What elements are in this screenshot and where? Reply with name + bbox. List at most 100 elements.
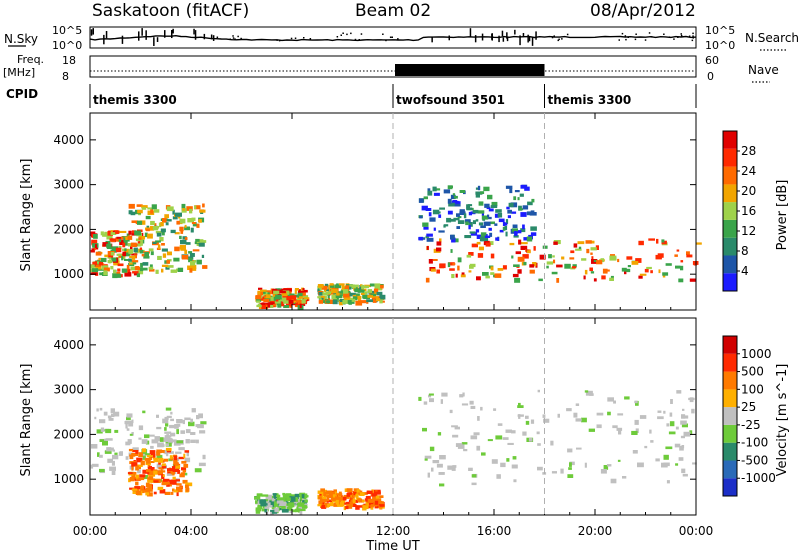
- echo-cell: [495, 209, 502, 213]
- echo-cell: [158, 444, 165, 447]
- echo-cell: [439, 207, 445, 210]
- nsearch-point: [673, 38, 675, 40]
- echo-cell: [261, 304, 267, 309]
- echo-cell: [376, 291, 383, 296]
- echo-cell: [110, 266, 114, 270]
- echo-cell: [511, 211, 517, 214]
- echo-cell: [96, 264, 102, 267]
- echo-cell: [682, 415, 689, 419]
- echo-cell: [301, 504, 307, 509]
- echo-cell: [517, 230, 522, 234]
- echo-cell: [167, 468, 174, 472]
- echo-cell: [176, 440, 183, 444]
- echo-cell: [184, 457, 191, 463]
- echo-cell: [376, 495, 384, 498]
- echo-cell: [482, 236, 489, 241]
- echo-cell: [90, 464, 94, 469]
- echo-cell: [468, 467, 473, 471]
- echo-cell: [109, 238, 116, 241]
- echo-cell: [510, 202, 518, 208]
- echo-cell: [256, 493, 263, 497]
- echo-cell: [182, 236, 187, 240]
- velocity-cbar-label: Velocity [m s^-1]: [775, 364, 790, 477]
- echo-cell: [591, 256, 594, 261]
- echo-cell: [172, 216, 178, 220]
- echo-cell: [330, 502, 334, 506]
- echo-cell: [264, 305, 272, 308]
- echo-cell: [190, 227, 194, 233]
- y-tick-label: 3000: [53, 178, 84, 192]
- echo-cell: [180, 239, 187, 245]
- echo-cell: [170, 229, 176, 234]
- nsearch-point: [391, 36, 393, 38]
- nsearch-point: [342, 32, 344, 34]
- echo-cell: [542, 414, 546, 418]
- echo-cell: [178, 456, 185, 460]
- nsearch-point: [635, 33, 637, 35]
- echo-cell: [133, 272, 138, 276]
- echo-cell: [337, 291, 343, 297]
- echo-cell: [161, 248, 168, 252]
- echo-cell: [661, 462, 668, 468]
- echo-cell: [680, 265, 684, 271]
- echo-cell: [530, 232, 537, 236]
- echo-cell: [426, 233, 433, 237]
- echo-cell: [125, 420, 132, 424]
- echo-cell: [135, 490, 142, 495]
- echo-cell: [290, 498, 296, 502]
- echo-cell: [176, 492, 179, 497]
- nsearch-point: [680, 34, 683, 37]
- echo-cell: [260, 502, 267, 507]
- nsearch-dots: [90, 28, 694, 47]
- echo-cell: [497, 423, 503, 426]
- echo-cell: [356, 295, 362, 300]
- echo-cell: [457, 220, 465, 224]
- echo-cell: [472, 209, 479, 214]
- echo-cell: [566, 408, 572, 412]
- echo-cell: [144, 232, 148, 238]
- echo-cell: [324, 502, 327, 505]
- colorbar-tick-label: 28: [741, 144, 756, 158]
- echo-cell: [553, 241, 558, 245]
- echo-cell: [294, 289, 297, 295]
- nsearch-point: [650, 36, 653, 38]
- echo-cell: [107, 415, 112, 419]
- echo-cell: [325, 291, 331, 295]
- echo-cell: [105, 240, 111, 245]
- nsearch-point: [103, 34, 105, 45]
- echo-cell: [480, 406, 483, 411]
- echo-cell: [149, 461, 155, 463]
- nsky-label: N.Sky: [4, 32, 38, 46]
- power-ylabel: Slant Range [km]: [19, 159, 34, 272]
- echo-cell: [452, 465, 457, 468]
- nsearch-point: [105, 31, 108, 39]
- power-cbar-label: Power [dB]: [775, 180, 790, 251]
- echo-cell: [682, 408, 685, 411]
- echo-cell: [184, 224, 187, 228]
- echo-cell: [127, 235, 133, 240]
- echo-cell: [139, 249, 144, 254]
- echo-cell: [487, 439, 493, 442]
- echo-cell: [451, 425, 458, 428]
- echo-cell: [164, 491, 171, 495]
- echo-cell: [487, 214, 490, 218]
- echo-cell: [380, 284, 384, 289]
- echo-cell: [166, 265, 174, 268]
- nsearch-point: [553, 35, 555, 37]
- echo-cell: [646, 266, 652, 270]
- echo-cell: [358, 490, 363, 494]
- x-tick-label: 20:00: [578, 524, 613, 538]
- echo-cell: [125, 423, 128, 429]
- echo-cell: [124, 272, 132, 277]
- echo-cell: [607, 411, 611, 416]
- echo-cell: [468, 225, 471, 230]
- echo-cell: [425, 235, 429, 239]
- echo-cell: [457, 265, 460, 271]
- echo-cell: [153, 470, 158, 475]
- nsearch-point: [164, 30, 166, 38]
- echo-cell: [502, 226, 506, 231]
- echo-cell: [122, 248, 126, 251]
- echo-cell: [596, 424, 602, 429]
- echo-cell: [600, 469, 607, 474]
